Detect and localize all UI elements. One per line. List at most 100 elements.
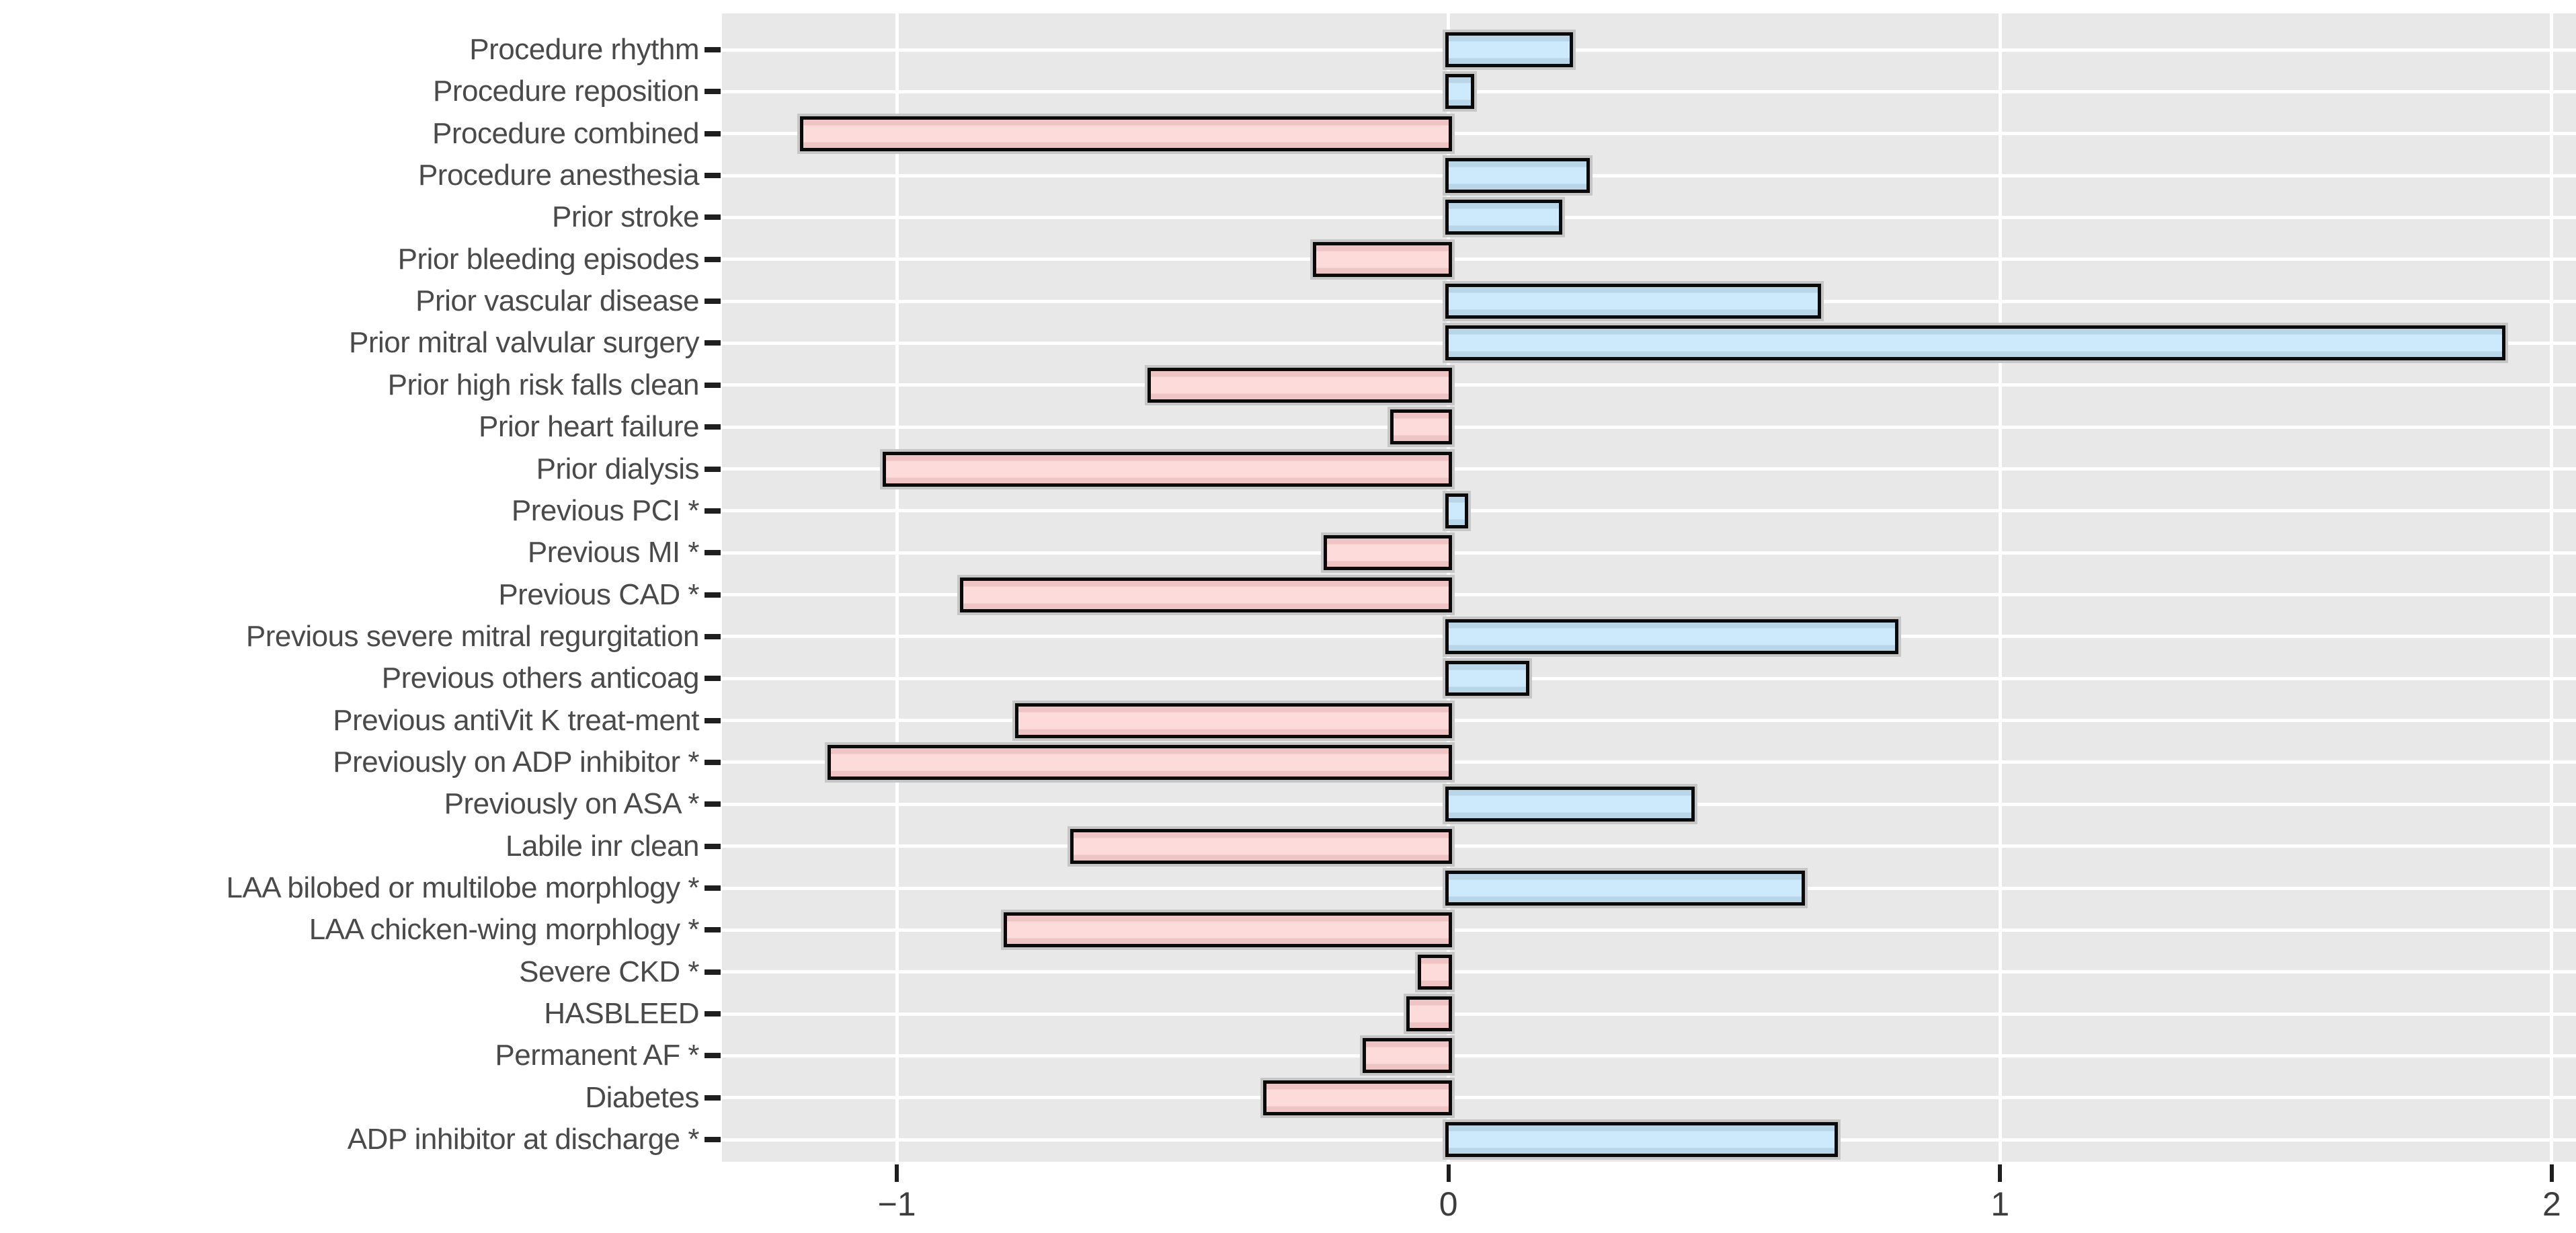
bar bbox=[799, 116, 1452, 151]
y-tick-mark bbox=[705, 1137, 721, 1143]
y-tick-mark bbox=[705, 969, 721, 975]
gridline-h bbox=[722, 89, 2576, 93]
y-axis-label: Previously on ADP inhibitor * bbox=[333, 745, 699, 779]
gridline-h bbox=[722, 760, 2576, 764]
y-tick-mark bbox=[705, 424, 721, 430]
y-axis-label: Previous MI * bbox=[527, 536, 700, 569]
y-tick-mark bbox=[705, 633, 721, 639]
bar bbox=[1262, 1080, 1452, 1115]
bar bbox=[1004, 912, 1452, 948]
bar bbox=[1445, 284, 1822, 319]
x-tick-mark bbox=[1446, 1164, 1451, 1182]
gridline-h bbox=[722, 844, 2576, 848]
y-tick-mark bbox=[705, 843, 721, 849]
bar bbox=[1147, 367, 1452, 403]
gridline-h bbox=[722, 970, 2576, 974]
y-tick-mark bbox=[705, 89, 721, 95]
bar bbox=[1445, 619, 1899, 654]
y-tick-mark bbox=[705, 1053, 721, 1059]
gridline-v bbox=[2550, 13, 2554, 1162]
bar bbox=[1445, 493, 1469, 528]
y-tick-mark bbox=[705, 173, 721, 179]
bar bbox=[1390, 409, 1452, 445]
y-axis-label: Previous others anticoag bbox=[381, 662, 700, 695]
bar bbox=[1362, 1038, 1452, 1074]
y-axis-label: HASBLEED bbox=[544, 997, 699, 1031]
y-tick-mark bbox=[705, 676, 721, 682]
y-axis-label: Diabetes bbox=[585, 1080, 699, 1114]
y-axis-label: Severe CKD * bbox=[519, 955, 699, 988]
x-tick-label: −1 bbox=[877, 1185, 916, 1223]
y-axis-label: Prior high risk falls clean bbox=[387, 368, 700, 401]
bar bbox=[1406, 996, 1452, 1032]
bar bbox=[1445, 871, 1805, 906]
y-axis-label: Prior vascular disease bbox=[415, 284, 699, 318]
gridline-v bbox=[1998, 13, 2002, 1162]
x-tick-label: 1 bbox=[1990, 1185, 2010, 1223]
y-axis-label: Previously on ASA * bbox=[444, 787, 700, 821]
gridline-h bbox=[722, 1096, 2576, 1100]
gridline-h bbox=[722, 132, 2576, 136]
gridline-h bbox=[722, 1053, 2576, 1058]
x-tick-mark bbox=[1998, 1164, 2003, 1182]
y-axis-label: Prior heart failure bbox=[479, 410, 699, 444]
y-tick-mark bbox=[705, 214, 721, 221]
bar bbox=[882, 451, 1452, 487]
y-axis-label: Prior stroke bbox=[552, 200, 699, 234]
y-axis-label: Previous CAD * bbox=[498, 578, 699, 611]
y-tick-mark bbox=[705, 256, 721, 262]
x-tick-mark bbox=[2549, 1164, 2554, 1182]
y-tick-mark bbox=[705, 1095, 721, 1101]
gridline-h bbox=[722, 719, 2576, 723]
y-tick-mark bbox=[705, 550, 721, 556]
y-tick-mark bbox=[705, 340, 721, 346]
bar bbox=[1417, 954, 1452, 990]
gridline-h bbox=[722, 173, 2576, 177]
y-tick-mark bbox=[705, 885, 721, 891]
bar bbox=[1324, 535, 1452, 571]
y-axis-label: Labile inr clean bbox=[506, 829, 699, 863]
y-axis-label: Previous severe mitral regurgitation bbox=[245, 619, 700, 653]
y-axis-label: Procedure rhythm bbox=[469, 33, 699, 66]
y-axis-label: Procedure anesthesia bbox=[417, 159, 700, 192]
y-tick-mark bbox=[705, 130, 721, 136]
gridline-h bbox=[722, 676, 2576, 680]
y-tick-mark bbox=[705, 299, 721, 305]
gridline-h bbox=[722, 257, 2576, 262]
bar bbox=[1445, 32, 1574, 67]
y-axis-label: Permanent AF * bbox=[495, 1039, 699, 1072]
bar bbox=[1445, 325, 2506, 361]
y-tick-mark bbox=[705, 717, 721, 723]
x-tick-mark bbox=[895, 1164, 899, 1182]
y-axis-label: ADP inhibitor at discharge * bbox=[347, 1123, 700, 1156]
y-axis-label: Procedure reposition bbox=[432, 75, 700, 108]
gridline-h bbox=[722, 928, 2576, 932]
bar bbox=[1445, 1122, 1839, 1158]
y-axis-label: Previous PCI * bbox=[511, 493, 700, 527]
bar bbox=[1445, 200, 1562, 235]
y-tick-mark bbox=[705, 759, 721, 765]
y-axis-label: Previous antiVit K treat-ment bbox=[333, 703, 699, 737]
y-tick-mark bbox=[705, 927, 721, 933]
y-tick-mark bbox=[705, 466, 721, 472]
gridline-h bbox=[722, 551, 2576, 555]
gridline-h bbox=[722, 383, 2576, 387]
bar bbox=[1445, 787, 1695, 822]
bar bbox=[827, 744, 1452, 780]
y-axis-label: LAA bilobed or multilobe morphlogy * bbox=[226, 871, 699, 904]
y-tick-mark bbox=[705, 47, 721, 52]
y-axis-label: Prior bleeding episodes bbox=[397, 242, 700, 276]
gridline-h bbox=[722, 467, 2576, 471]
y-tick-mark bbox=[705, 1011, 721, 1017]
y-tick-mark bbox=[705, 801, 721, 807]
gridline-h bbox=[722, 48, 2576, 52]
y-axis-label: Procedure combined bbox=[432, 116, 700, 150]
y-tick-mark bbox=[705, 592, 721, 598]
y-axis-label: LAA chicken-wing morphlogy * bbox=[309, 913, 700, 947]
x-tick-label: 0 bbox=[1439, 1185, 1458, 1223]
bar bbox=[1445, 74, 1474, 110]
gridline-h bbox=[722, 1012, 2576, 1016]
gridline-h bbox=[722, 215, 2576, 219]
gridline-h bbox=[722, 593, 2576, 597]
